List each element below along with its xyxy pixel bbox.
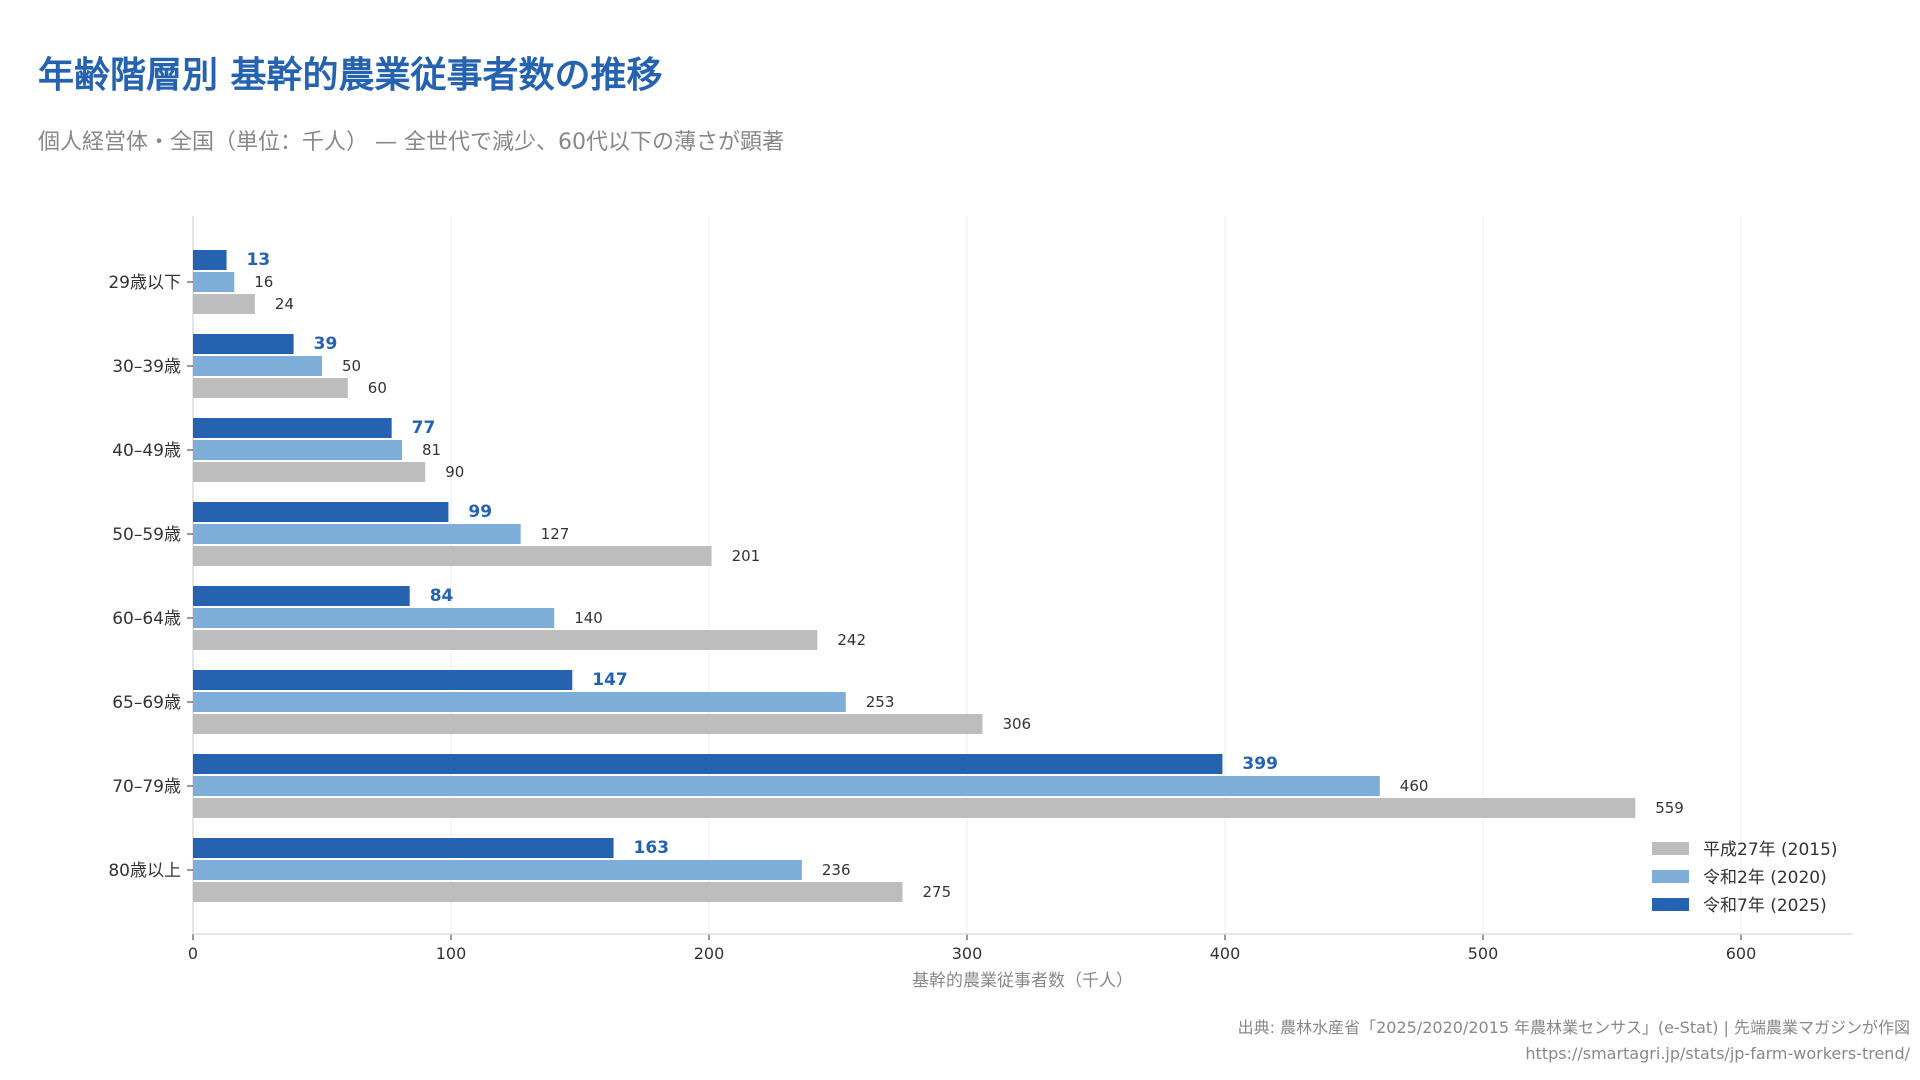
data-label: 60 [368,379,387,397]
data-label: 13 [247,250,271,270]
data-label: 140 [574,609,603,627]
bar [193,294,255,314]
legend-swatch [1652,898,1689,911]
legend-swatch [1652,842,1689,855]
data-label: 50 [342,357,361,375]
chart-subtitle: 個人経営体・全国（単位：千人） — 全世代で減少、60代以下の薄さが顕著 [38,130,784,155]
y-tick-label: 70–79歳 [112,777,181,797]
data-label: 90 [445,463,464,481]
y-tick-label: 40–49歳 [112,441,181,461]
data-label: 253 [866,693,895,711]
bar [193,692,846,712]
bar [193,546,712,566]
bar [193,418,392,438]
data-label: 559 [1655,799,1684,817]
y-tick-label: 50–59歳 [112,525,181,545]
bar [193,838,614,858]
data-label: 24 [275,295,294,313]
legend-label: 令和7年 (2025) [1703,896,1827,916]
data-label: 201 [732,547,761,565]
bar [193,250,227,270]
bar [193,334,294,354]
legend-label: 平成27年 (2015) [1703,840,1838,860]
data-label: 99 [468,502,492,522]
bar [193,462,426,482]
bar [193,524,521,544]
data-label: 236 [822,861,851,879]
bar [193,714,983,734]
y-tick-label: 80歳以上 [108,861,181,881]
source-citation: 出典: 農林水産省「2025/2020/2015 年農林業センサス」(e-Sta… [1237,1018,1910,1037]
data-label: 84 [430,586,454,606]
bar [193,754,1223,774]
source-url[interactable]: https://smartagri.jp/stats/jp-farm-worke… [1525,1044,1910,1063]
x-tick-label: 500 [1468,944,1499,963]
data-label: 147 [592,670,628,690]
data-label: 77 [412,418,436,438]
data-label: 275 [923,883,952,901]
legend-swatch [1652,870,1689,883]
bar [193,356,322,376]
y-tick-label: 30–39歳 [112,357,181,377]
x-tick-label: 100 [436,944,467,963]
x-tick-label: 0 [188,944,198,963]
bar [193,586,410,606]
x-tick-label: 300 [952,944,983,963]
legend-label: 令和2年 (2020) [1703,868,1827,888]
bar [193,798,1636,818]
bar [193,776,1380,796]
chart-title: 年齢階層別 基幹的農業従事者数の推移 [38,55,663,96]
x-tick-label: 400 [1210,944,1241,963]
bar [193,502,449,522]
bar [193,378,348,398]
bar [193,440,402,460]
bar [193,272,235,292]
y-tick-label: 29歳以下 [108,273,181,293]
x-tick-label: 200 [694,944,725,963]
y-tick-label: 65–69歳 [112,693,181,713]
y-tick-label: 60–64歳 [112,609,181,629]
data-label: 242 [837,631,866,649]
data-label: 81 [422,441,441,459]
bar [193,670,573,690]
data-label: 16 [254,273,273,291]
data-label: 127 [541,525,570,543]
data-label: 460 [1400,777,1429,795]
x-tick-label: 600 [1726,944,1757,963]
data-label: 163 [634,838,670,858]
data-label: 39 [314,334,338,354]
bar [193,882,903,902]
data-label: 306 [1002,715,1031,733]
bar [193,608,555,628]
data-label: 399 [1242,754,1278,774]
x-axis-label: 基幹的農業従事者数（千人） [912,970,1133,991]
bar [193,860,802,880]
bar [193,630,818,650]
source-note: 出典: 農林水産省「2025/2020/2015 年農林業センサス」(e-Sta… [1238,1015,1910,1067]
